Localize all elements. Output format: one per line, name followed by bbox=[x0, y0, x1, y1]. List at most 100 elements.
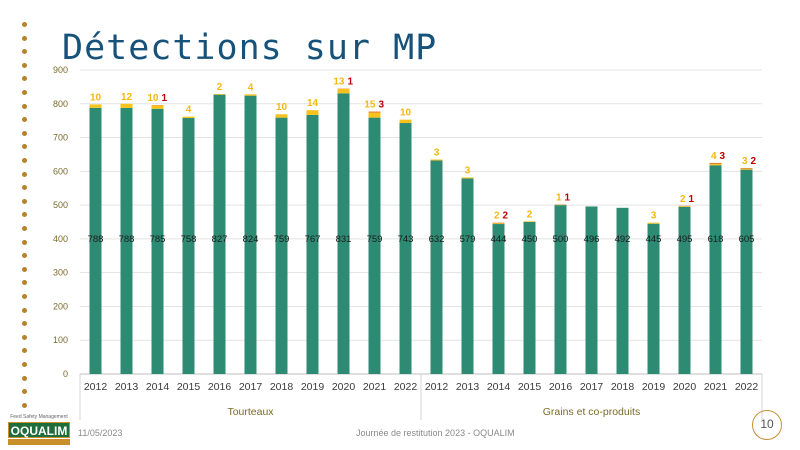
bar-base bbox=[120, 107, 133, 374]
dot bbox=[22, 22, 27, 27]
base-value-label: 445 bbox=[646, 234, 662, 245]
bar-base bbox=[89, 107, 102, 374]
base-value-label: 785 bbox=[150, 234, 166, 245]
base-value-label: 788 bbox=[88, 234, 104, 245]
orange-value-label: 2 bbox=[680, 194, 686, 205]
base-value-label: 496 bbox=[584, 234, 600, 245]
bar-orange bbox=[244, 94, 257, 96]
base-value-label: 632 bbox=[429, 234, 445, 245]
x-tick-label: 2014 bbox=[146, 381, 170, 393]
bar-red bbox=[492, 222, 505, 224]
orange-value-label: 15 bbox=[364, 100, 376, 111]
red-value-label: 1 bbox=[348, 77, 354, 88]
bar-base bbox=[647, 223, 660, 374]
bar-base bbox=[740, 169, 753, 374]
bar-base bbox=[678, 206, 691, 374]
dot bbox=[22, 362, 27, 367]
orange-value-label: 10 bbox=[400, 108, 412, 119]
bar-orange bbox=[678, 206, 691, 207]
base-value-label: 492 bbox=[615, 234, 631, 245]
y-tick-label: 700 bbox=[53, 133, 68, 143]
orange-value-label: 10 bbox=[147, 93, 159, 104]
bar-base bbox=[430, 160, 443, 374]
bar-red bbox=[740, 167, 753, 169]
base-value-label: 824 bbox=[243, 234, 259, 245]
base-value-label: 827 bbox=[212, 234, 228, 245]
bar-base bbox=[151, 108, 164, 374]
red-value-label: 3 bbox=[379, 100, 385, 111]
orange-value-label: 3 bbox=[465, 165, 471, 176]
x-tick-label: 2020 bbox=[332, 381, 356, 393]
base-value-label: 579 bbox=[460, 234, 476, 245]
dot bbox=[22, 389, 27, 395]
base-value-label: 831 bbox=[336, 234, 352, 245]
dot bbox=[22, 402, 27, 408]
red-value-label: 1 bbox=[565, 192, 571, 203]
orange-value-label: 2 bbox=[217, 82, 223, 93]
bar-orange bbox=[647, 222, 660, 224]
bar-orange bbox=[399, 119, 412, 124]
base-value-label: 495 bbox=[677, 234, 693, 245]
bar-base bbox=[244, 95, 257, 374]
dot bbox=[22, 76, 27, 82]
bar-orange bbox=[89, 104, 102, 108]
dot bbox=[22, 62, 27, 68]
x-tick-label: 2021 bbox=[363, 381, 387, 393]
x-tick-label: 2018 bbox=[611, 381, 635, 393]
bar-orange bbox=[182, 116, 195, 118]
x-tick-label: 2019 bbox=[301, 381, 325, 393]
bar-base bbox=[492, 224, 505, 374]
y-tick-label: 100 bbox=[53, 335, 68, 345]
x-tick-label: 2021 bbox=[704, 381, 728, 393]
orange-value-label: 4 bbox=[711, 151, 717, 162]
orange-value-label: 2 bbox=[527, 209, 533, 220]
y-tick-label: 200 bbox=[53, 301, 68, 311]
orange-value-label: 3 bbox=[742, 156, 748, 167]
red-value-label: 3 bbox=[720, 151, 726, 162]
orange-value-label: 14 bbox=[307, 98, 319, 109]
x-tick-label: 2017 bbox=[239, 381, 263, 393]
base-value-label: 500 bbox=[553, 234, 569, 245]
orange-value-label: 2 bbox=[494, 211, 500, 222]
bar-red bbox=[709, 162, 722, 164]
bar-base bbox=[275, 117, 288, 375]
oqualim-logo: Feed Safety Management OQUALIM bbox=[8, 413, 70, 445]
base-value-label: 618 bbox=[708, 234, 724, 245]
dot bbox=[22, 226, 27, 231]
dot bbox=[22, 348, 27, 354]
dot bbox=[22, 375, 27, 381]
event-label: Journée de restitution 2023 - OQUALIM bbox=[356, 428, 515, 438]
x-tick-label: 2019 bbox=[642, 381, 666, 393]
slide-date: 11/05/2023 bbox=[78, 428, 123, 438]
bar-orange bbox=[306, 110, 319, 115]
orange-value-label: 12 bbox=[121, 92, 133, 103]
dot bbox=[22, 90, 27, 95]
page-number: 10 bbox=[752, 410, 782, 440]
y-tick-label: 900 bbox=[53, 65, 68, 75]
x-tick-label: 2016 bbox=[208, 381, 232, 393]
bar-orange bbox=[709, 163, 722, 166]
bar-base bbox=[554, 205, 567, 374]
bar-base bbox=[709, 165, 722, 374]
orange-value-label: 4 bbox=[248, 82, 254, 93]
base-value-label: 444 bbox=[491, 234, 507, 245]
bar-orange bbox=[213, 93, 226, 95]
bar-orange bbox=[461, 177, 474, 179]
dot bbox=[22, 185, 27, 191]
bar-orange bbox=[120, 103, 133, 108]
x-tick-label: 2022 bbox=[735, 381, 759, 393]
base-value-label: 450 bbox=[522, 234, 538, 245]
red-value-label: 2 bbox=[503, 211, 509, 222]
dot bbox=[22, 212, 27, 218]
dot bbox=[22, 334, 27, 340]
orange-value-label: 13 bbox=[333, 77, 345, 88]
x-tick-label: 2017 bbox=[580, 381, 604, 393]
dot bbox=[22, 198, 27, 204]
bar-base bbox=[523, 222, 536, 374]
bar-orange bbox=[430, 159, 443, 161]
base-value-label: 758 bbox=[181, 234, 197, 245]
dot bbox=[22, 49, 27, 55]
bar-orange bbox=[337, 88, 350, 94]
dot bbox=[22, 239, 27, 245]
dot bbox=[22, 103, 27, 109]
